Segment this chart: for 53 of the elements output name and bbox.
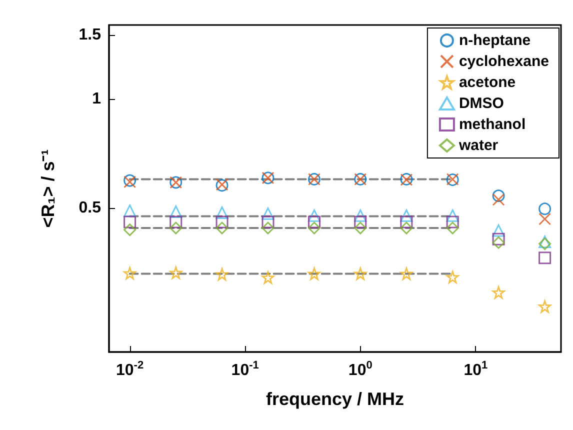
point: [354, 209, 367, 222]
point: [170, 266, 182, 280]
legend-label: DMSO: [458, 95, 504, 112]
point: [400, 222, 413, 234]
point: [216, 222, 228, 234]
point: [124, 224, 136, 236]
point: [308, 209, 320, 222]
point: [400, 209, 413, 222]
point: [308, 267, 320, 280]
point: [400, 267, 413, 280]
point: [354, 216, 367, 228]
point: [170, 216, 182, 228]
point: [354, 222, 367, 234]
point: [124, 216, 136, 228]
y-tick-label: 1.5: [78, 26, 102, 44]
point: [216, 206, 228, 219]
point: [492, 193, 505, 206]
point: [538, 202, 552, 216]
legend-label: n-heptane: [458, 32, 531, 49]
y-tick-label: 0.5: [78, 199, 102, 216]
legend-label: acetone: [458, 74, 516, 91]
point: [446, 216, 459, 228]
point: [262, 207, 274, 220]
point: [538, 300, 552, 313]
point: [308, 216, 320, 228]
legend-label: cyclohexane: [458, 53, 550, 70]
y-axis-title: <R₁> / s⁻¹: [38, 149, 58, 228]
point: [538, 212, 552, 226]
point: [262, 271, 274, 284]
point: [492, 236, 505, 249]
point: [492, 286, 505, 299]
point: [262, 216, 274, 228]
point: [124, 204, 136, 218]
point: [216, 268, 228, 280]
point: [354, 267, 367, 280]
point: [308, 222, 320, 234]
x-axis-title: frequency / MHz: [266, 389, 404, 409]
point: [446, 209, 459, 222]
point: [538, 252, 552, 264]
point: [446, 270, 459, 284]
y-tick-label: 1: [92, 90, 102, 108]
point: [400, 216, 413, 228]
point: [492, 190, 505, 202]
legend-label: water: [458, 137, 498, 154]
point: [492, 232, 505, 246]
legend-label: methanol: [458, 116, 526, 133]
point: [216, 216, 228, 228]
point: [170, 222, 182, 234]
point: [170, 205, 182, 218]
point: [124, 267, 136, 280]
point: [446, 222, 459, 234]
point: [492, 224, 505, 237]
point: [262, 222, 274, 234]
